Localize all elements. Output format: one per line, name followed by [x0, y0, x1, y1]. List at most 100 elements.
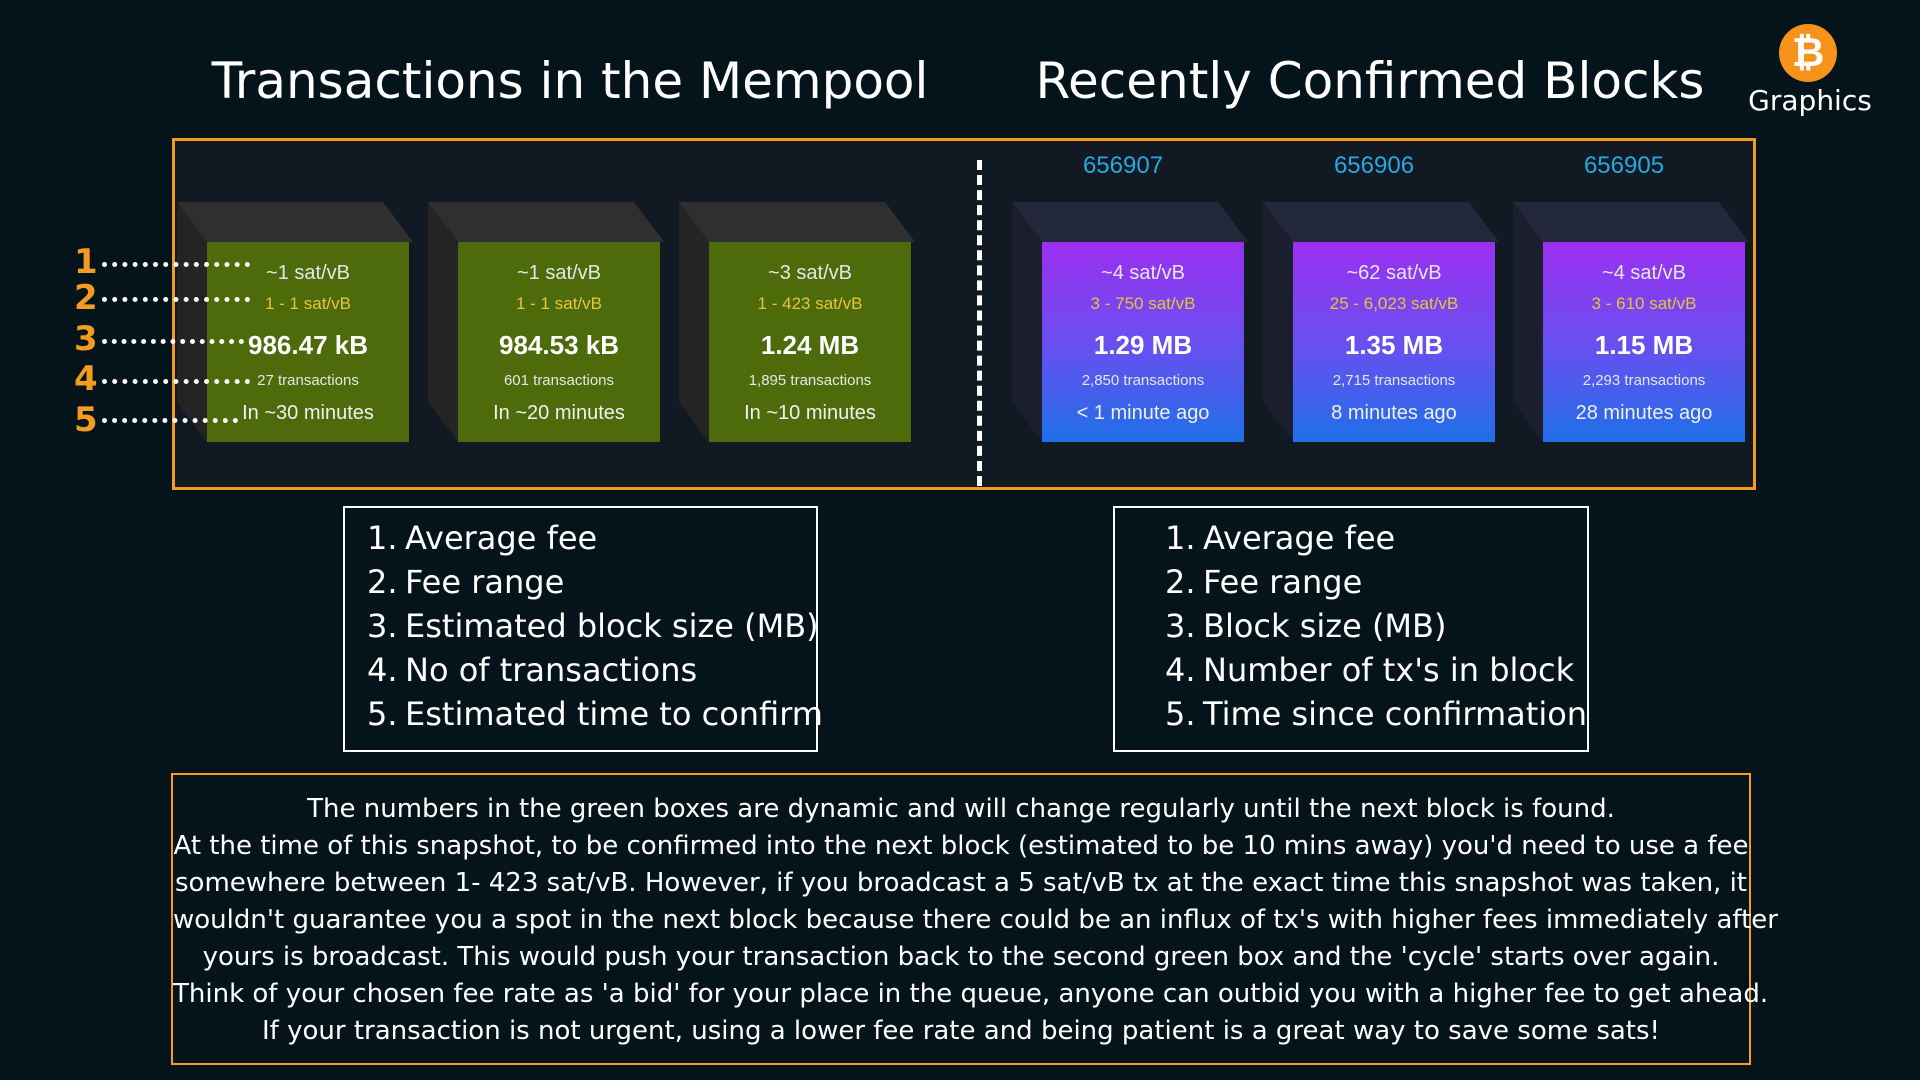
confirmed-block[interactable]: ~4 sat/vB 3 - 610 sat/vB 1.15 MB 2,293 t…	[1513, 202, 1749, 442]
time-since-confirmation: 8 minutes ago	[1331, 402, 1457, 424]
logo: ₿ Graphics	[1735, 20, 1885, 120]
block-size: 1.29 MB	[1093, 330, 1193, 360]
legend-number: 1.	[367, 519, 398, 557]
average-fee: ~4 sat/vB	[1602, 262, 1686, 284]
block-front-face: ~1 sat/vB 1 - 1 sat/vB 984.53 kB 601 tra…	[458, 242, 660, 442]
legend-item: 3. Estimated block size (MB)	[367, 604, 819, 648]
block-side-face	[1513, 202, 1543, 442]
mempool-block: ~1 sat/vB 1 - 1 sat/vB 986.47 kB 27 tran…	[177, 202, 413, 442]
legend-text: Estimated block size (MB)	[405, 607, 819, 645]
transaction-count: 2,715 transactions	[1332, 372, 1456, 389]
block-side-face	[1263, 202, 1293, 442]
legend-item: 2. Fee range	[367, 560, 816, 604]
fee-range: 1 - 1 sat/vB	[516, 294, 602, 313]
legend-item: 3. Block size (MB)	[1165, 604, 1587, 648]
marker-2: 2	[74, 278, 98, 318]
explanation-line: At the time of this snapshot, to be conf…	[173, 831, 1749, 861]
block-side-face	[679, 202, 709, 442]
legend-item: 1. Average fee	[367, 516, 816, 560]
explanation-line: If your transaction is not urgent, using…	[262, 1016, 1660, 1046]
legend-item: 4. No of transactions	[367, 648, 816, 692]
time-estimate: In ~20 minutes	[493, 402, 625, 424]
average-fee: ~1 sat/vB	[266, 262, 350, 284]
marker-1: 1	[74, 242, 98, 282]
explanation-line: yours is broadcast. This would push your…	[202, 942, 1720, 972]
average-fee: ~3 sat/vB	[768, 262, 852, 284]
block-height[interactable]: 656907	[1082, 152, 1164, 179]
fee-range: 3 - 610 sat/vB	[1591, 294, 1697, 313]
legend-text: No of transactions	[405, 651, 698, 689]
dotted-leader	[102, 262, 250, 267]
time-estimate: In ~30 minutes	[242, 402, 374, 424]
legend-item: 2. Fee range	[1165, 560, 1587, 604]
marker-4: 4	[74, 359, 98, 399]
block-top-face	[1513, 202, 1749, 242]
transaction-count: 1,895 transactions	[748, 372, 872, 389]
block-side-face	[177, 202, 207, 442]
confirmed-block[interactable]: ~62 sat/vB 25 - 6,023 sat/vB 1.35 MB 2,7…	[1263, 202, 1499, 442]
legend-item: 1. Average fee	[1165, 516, 1587, 560]
legend-number: 5.	[367, 695, 398, 733]
block-top-face	[428, 202, 664, 242]
legend-number: 4.	[1165, 651, 1196, 689]
block-top-face	[679, 202, 915, 242]
transaction-count: 2,850 transactions	[1081, 372, 1205, 389]
block-top-face	[1012, 202, 1248, 242]
time-since-confirmation: 28 minutes ago	[1575, 402, 1713, 424]
legend-item: 4. Number of tx's in block	[1165, 648, 1587, 692]
block-size: 986.47 kB	[248, 330, 368, 360]
explanation-box: The numbers in the green boxes are dynam…	[171, 773, 1778, 1065]
dotted-leader	[102, 418, 238, 423]
marker-5: 5	[74, 400, 98, 440]
mempool-block: ~3 sat/vB 1 - 423 sat/vB 1.24 MB 1,895 t…	[679, 202, 915, 442]
legend-number: 2.	[367, 563, 398, 601]
explanation-line: Think of your chosen fee rate as 'a bid'…	[173, 979, 1769, 1009]
mempool-legend: 1. Average fee 2. Fee range 3. Estimated bl…	[343, 506, 823, 752]
confirmed-blocks-heading: Recently Confirmed Blocks	[1035, 52, 1705, 110]
legend-text: Block size (MB)	[1203, 607, 1447, 645]
mempool-heading: Transactions in the Mempool	[211, 52, 929, 110]
average-fee: ~1 sat/vB	[517, 262, 601, 284]
fee-range: 25 - 6,023 sat/vB	[1329, 294, 1459, 313]
dotted-leader	[102, 339, 244, 344]
block-size: 984.53 kB	[499, 330, 619, 360]
transaction-count: 2,293 transactions	[1582, 372, 1706, 389]
block-size: 1.24 MB	[760, 330, 860, 360]
legend-number: 5.	[1165, 695, 1196, 733]
average-fee: ~4 sat/vB	[1101, 262, 1185, 284]
legend-number: 2.	[1165, 563, 1196, 601]
logo-text: Graphics	[1748, 84, 1872, 117]
confirmed-block[interactable]: ~4 sat/vB 3 - 750 sat/vB 1.29 MB 2,850 t…	[1012, 202, 1248, 442]
block-height[interactable]: 656906	[1333, 152, 1415, 179]
explanation-line: The numbers in the green boxes are dynam…	[307, 794, 1615, 824]
time-since-confirmation: < 1 minute ago	[1076, 402, 1210, 424]
confirmed-legend: 1. Average fee 2. Fee range 3. Block size (…	[1113, 506, 1589, 752]
block-front-face: ~62 sat/vB 25 - 6,023 sat/vB 1.35 MB 2,7…	[1293, 242, 1495, 442]
legend-number: 4.	[367, 651, 398, 689]
legend-number: 1.	[1165, 519, 1196, 557]
block-size: 1.15 MB	[1594, 330, 1694, 360]
explanation-line: somewhere between 1- 423 sat/vB. However…	[174, 868, 1747, 898]
bitcoin-icon: ₿	[1779, 24, 1837, 82]
time-estimate: In ~10 minutes	[744, 402, 876, 424]
block-front-face: ~4 sat/vB 3 - 610 sat/vB 1.15 MB 2,293 t…	[1543, 242, 1745, 442]
block-top-face	[177, 202, 413, 242]
average-fee: ~62 sat/vB	[1346, 262, 1442, 284]
block-front-face: ~3 sat/vB 1 - 423 sat/vB 1.24 MB 1,895 t…	[709, 242, 911, 442]
block-height[interactable]: 656905	[1583, 152, 1665, 179]
legend-number: 3.	[367, 607, 398, 645]
mempool-confirmed-divider	[977, 160, 982, 486]
legend-item: 5. Estimated time to confirm	[367, 692, 823, 736]
block-front-face: ~1 sat/vB 1 - 1 sat/vB 986.47 kB 27 tran…	[207, 242, 409, 442]
legend-text: Time since confirmation	[1203, 695, 1588, 733]
fee-range: 3 - 750 sat/vB	[1090, 294, 1196, 313]
dotted-leader	[102, 379, 250, 384]
fee-range: 1 - 423 sat/vB	[757, 294, 863, 313]
legend-text: Average fee	[405, 519, 598, 557]
mempool-block: ~1 sat/vB 1 - 1 sat/vB 984.53 kB 601 tra…	[428, 202, 664, 442]
transaction-count: 27 transactions	[257, 372, 359, 389]
legend-text: Fee range	[405, 563, 565, 601]
block-side-face	[428, 202, 458, 442]
legend-item: 5. Time since confirmation	[1165, 692, 1587, 736]
fee-range: 1 - 1 sat/vB	[265, 294, 351, 313]
